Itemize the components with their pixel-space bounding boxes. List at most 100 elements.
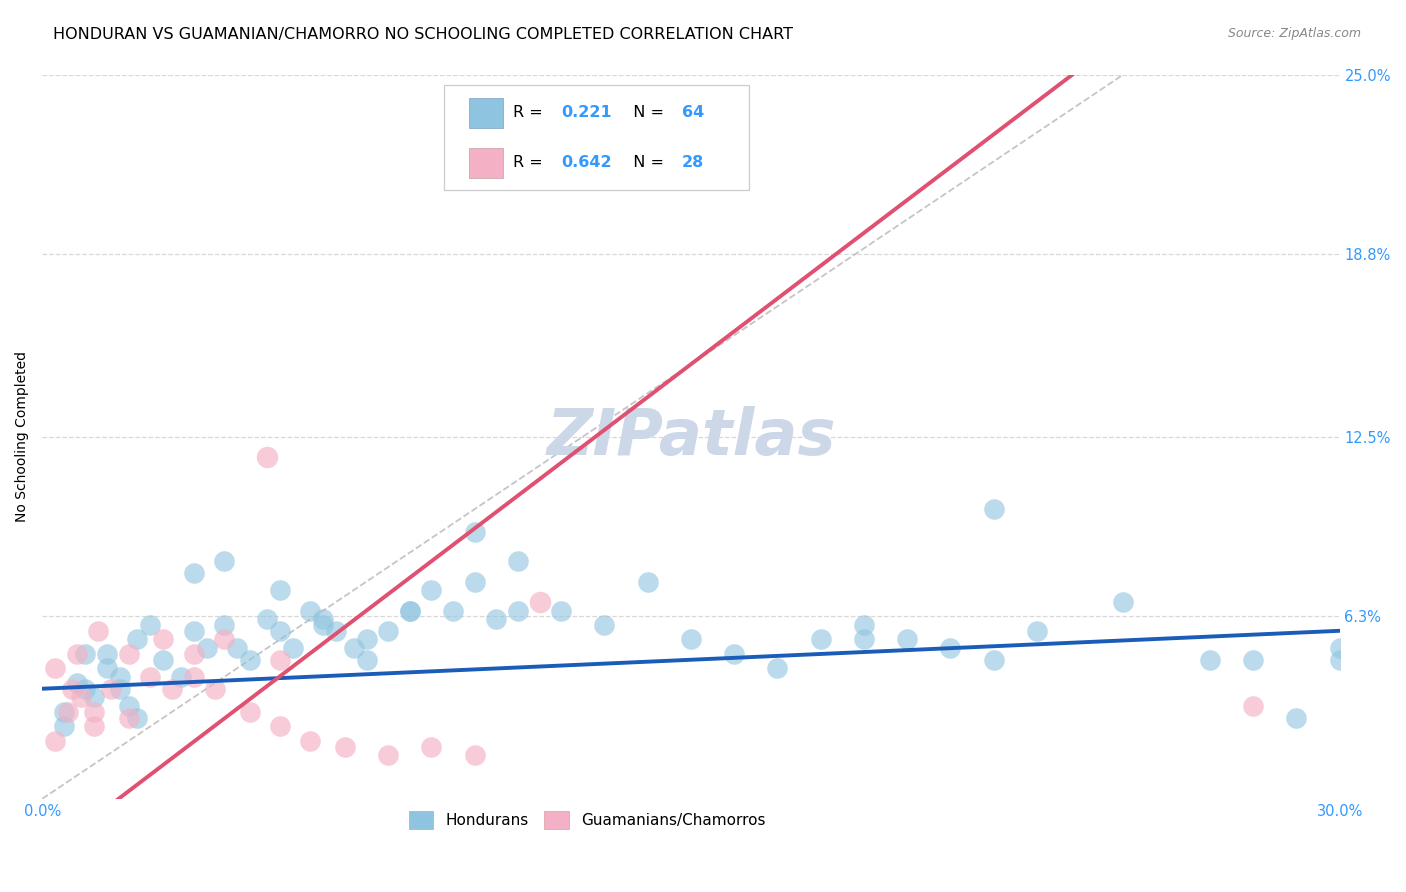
Point: [75, 647, 97, 661]
Point: [269, 583, 291, 598]
Point: [1112, 595, 1135, 609]
Text: N =: N =: [623, 155, 669, 170]
Legend: Hondurans, Guamanians/Chamorros: Hondurans, Guamanians/Chamorros: [404, 805, 772, 835]
Point: [108, 670, 131, 684]
Text: ZIPatlas: ZIPatlas: [546, 406, 835, 467]
Point: [464, 525, 486, 540]
Point: [183, 566, 205, 580]
Point: [56, 705, 79, 719]
Point: [398, 603, 420, 617]
Point: [83, 690, 105, 705]
Point: [44, 661, 66, 675]
Point: [325, 624, 347, 638]
Point: [127, 711, 149, 725]
Point: [212, 632, 235, 647]
Point: [256, 450, 278, 464]
Point: [1241, 699, 1264, 714]
Point: [118, 699, 141, 714]
Text: R =: R =: [513, 105, 548, 120]
Point: [96, 647, 118, 661]
Point: [299, 603, 322, 617]
Point: [299, 734, 322, 748]
Text: 0.221: 0.221: [561, 105, 612, 120]
Point: [204, 681, 226, 696]
Point: [377, 624, 399, 638]
Point: [44, 734, 66, 748]
Point: [52, 719, 75, 733]
Point: [256, 612, 278, 626]
Point: [225, 641, 247, 656]
Point: [852, 632, 875, 647]
Point: [983, 502, 1005, 516]
Point: [100, 681, 122, 696]
Point: [66, 647, 89, 661]
Point: [593, 618, 616, 632]
Point: [139, 670, 162, 684]
Point: [939, 641, 962, 656]
Point: [75, 681, 97, 696]
Text: 0.642: 0.642: [561, 155, 612, 170]
Point: [195, 641, 218, 656]
Point: [83, 719, 105, 733]
Point: [377, 748, 399, 763]
FancyBboxPatch shape: [470, 98, 503, 128]
Point: [983, 653, 1005, 667]
Point: [118, 647, 141, 661]
Point: [183, 670, 205, 684]
Point: [398, 603, 420, 617]
Text: 64: 64: [682, 105, 704, 120]
Point: [87, 624, 110, 638]
Point: [1199, 653, 1222, 667]
Point: [239, 705, 262, 719]
Point: [269, 719, 291, 733]
Point: [83, 705, 105, 719]
Point: [464, 574, 486, 589]
Point: [152, 653, 174, 667]
Point: [342, 641, 364, 656]
Point: [312, 612, 335, 626]
Point: [239, 653, 262, 667]
Point: [506, 554, 529, 568]
Point: [1285, 711, 1308, 725]
Point: [62, 681, 84, 696]
Point: [312, 618, 335, 632]
Point: [420, 739, 443, 754]
Point: [212, 554, 235, 568]
Point: [127, 632, 149, 647]
Point: [679, 632, 702, 647]
FancyBboxPatch shape: [444, 86, 749, 190]
Point: [66, 676, 89, 690]
Point: [52, 705, 75, 719]
Point: [139, 618, 162, 632]
Point: [356, 653, 378, 667]
Point: [637, 574, 659, 589]
Point: [169, 670, 191, 684]
Point: [529, 595, 551, 609]
Point: [485, 612, 508, 626]
Point: [152, 632, 174, 647]
Point: [183, 624, 205, 638]
Point: [281, 641, 304, 656]
Y-axis label: No Schooling Completed: No Schooling Completed: [15, 351, 30, 522]
Point: [441, 603, 464, 617]
Point: [108, 681, 131, 696]
Text: HONDURAN VS GUAMANIAN/CHAMORRO NO SCHOOLING COMPLETED CORRELATION CHART: HONDURAN VS GUAMANIAN/CHAMORRO NO SCHOOL…: [53, 27, 793, 42]
Point: [1025, 624, 1047, 638]
FancyBboxPatch shape: [470, 148, 503, 178]
Text: 28: 28: [682, 155, 704, 170]
Point: [420, 583, 443, 598]
Point: [1241, 653, 1264, 667]
Point: [70, 690, 93, 705]
Point: [464, 748, 486, 763]
Text: N =: N =: [623, 105, 669, 120]
Point: [212, 618, 235, 632]
Point: [333, 739, 356, 754]
Point: [506, 603, 529, 617]
Point: [810, 632, 832, 647]
Text: R =: R =: [513, 155, 548, 170]
Point: [356, 632, 378, 647]
Point: [1329, 641, 1351, 656]
Point: [183, 647, 205, 661]
Point: [160, 681, 183, 696]
Point: [550, 603, 572, 617]
